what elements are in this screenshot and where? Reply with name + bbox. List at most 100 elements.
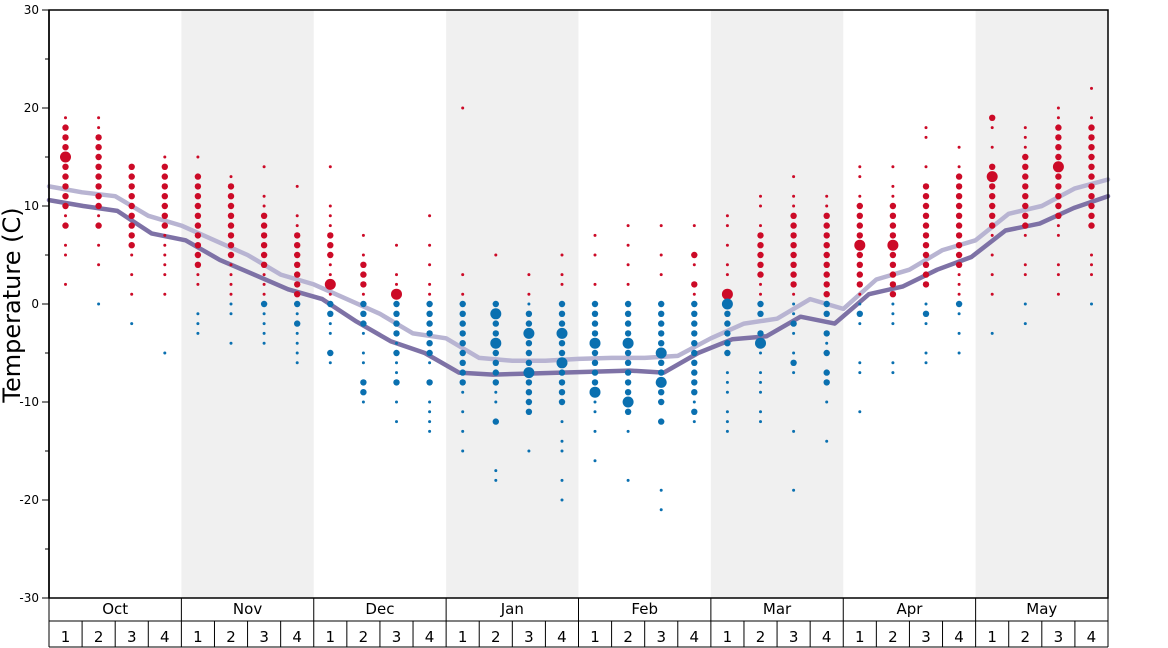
data-point	[658, 320, 665, 327]
data-point	[163, 292, 167, 296]
data-point	[891, 165, 895, 169]
data-point	[1090, 253, 1093, 257]
data-point	[858, 410, 862, 414]
data-point	[527, 292, 531, 296]
data-point	[1055, 153, 1062, 161]
data-point	[1022, 222, 1029, 229]
data-point	[955, 222, 963, 229]
data-point	[989, 202, 996, 210]
data-point	[990, 292, 994, 296]
week-label: 2	[359, 628, 369, 646]
data-point	[591, 369, 599, 376]
data-point	[823, 281, 830, 288]
data-point	[922, 183, 930, 190]
data-point	[1088, 144, 1095, 151]
data-point	[196, 322, 200, 326]
data-point	[626, 243, 630, 247]
data-point	[725, 371, 729, 375]
data-point	[1022, 193, 1029, 200]
data-point	[97, 116, 101, 120]
shade-band-jan	[446, 10, 579, 598]
data-point	[64, 243, 67, 247]
data-point	[393, 320, 400, 327]
week-label: 3	[127, 628, 137, 646]
data-point	[294, 242, 301, 249]
data-point	[1055, 134, 1062, 141]
data-point	[361, 253, 365, 257]
observation-points	[60, 86, 1095, 512]
data-point	[957, 273, 961, 277]
data-point	[393, 300, 400, 308]
week-label: 3	[259, 628, 269, 646]
data-point	[759, 204, 762, 208]
data-point	[823, 212, 830, 219]
data-point	[725, 380, 729, 384]
data-point	[60, 151, 71, 163]
data-point	[558, 349, 566, 357]
data-point	[328, 322, 332, 326]
data-point	[62, 124, 69, 131]
data-point	[691, 359, 698, 366]
data-point	[624, 379, 632, 386]
data-point	[624, 369, 632, 376]
week-label: 3	[789, 628, 799, 646]
data-point	[591, 310, 599, 317]
data-point	[294, 281, 301, 288]
data-point	[494, 469, 498, 473]
data-point	[626, 282, 630, 286]
data-point	[327, 232, 334, 239]
month-label: Feb	[631, 600, 658, 618]
data-point	[825, 439, 829, 443]
data-point	[97, 126, 101, 130]
data-point	[1055, 144, 1062, 151]
data-point	[691, 330, 698, 337]
data-point	[130, 253, 134, 257]
data-point	[792, 312, 796, 316]
data-point	[161, 222, 168, 229]
week-label: 1	[458, 628, 468, 646]
data-point	[1023, 145, 1027, 149]
data-point	[163, 263, 167, 267]
data-point	[823, 271, 830, 278]
data-point	[428, 410, 432, 414]
data-point	[95, 163, 102, 170]
data-point	[624, 310, 632, 317]
data-point	[459, 300, 466, 308]
data-point	[128, 173, 135, 180]
data-point	[825, 194, 829, 198]
data-point	[556, 327, 568, 339]
data-point	[294, 261, 301, 268]
week-label: 1	[193, 628, 203, 646]
data-point	[759, 282, 762, 286]
data-point	[823, 232, 830, 239]
data-point	[560, 273, 564, 277]
data-point	[494, 253, 498, 257]
data-point	[523, 367, 535, 379]
data-point	[360, 379, 367, 386]
data-point	[792, 429, 796, 433]
data-point	[262, 204, 266, 208]
data-point	[64, 116, 67, 120]
data-point	[360, 271, 367, 278]
data-point	[990, 126, 994, 130]
data-point	[262, 282, 266, 286]
data-point	[858, 302, 862, 306]
data-point	[492, 379, 499, 386]
data-point	[792, 331, 796, 335]
data-point	[163, 233, 167, 237]
data-point	[95, 153, 102, 161]
data-point	[825, 400, 829, 404]
data-point	[593, 429, 597, 433]
data-point	[327, 251, 334, 259]
data-point	[823, 291, 830, 298]
data-point	[626, 429, 630, 433]
data-point	[955, 251, 963, 259]
data-point	[426, 320, 433, 327]
data-point	[790, 320, 797, 327]
month-label: Dec	[365, 600, 394, 618]
data-point	[957, 165, 961, 169]
y-tick-label: -30	[19, 591, 39, 605]
data-point	[1023, 302, 1027, 306]
data-point	[790, 251, 797, 259]
data-point	[229, 282, 233, 286]
